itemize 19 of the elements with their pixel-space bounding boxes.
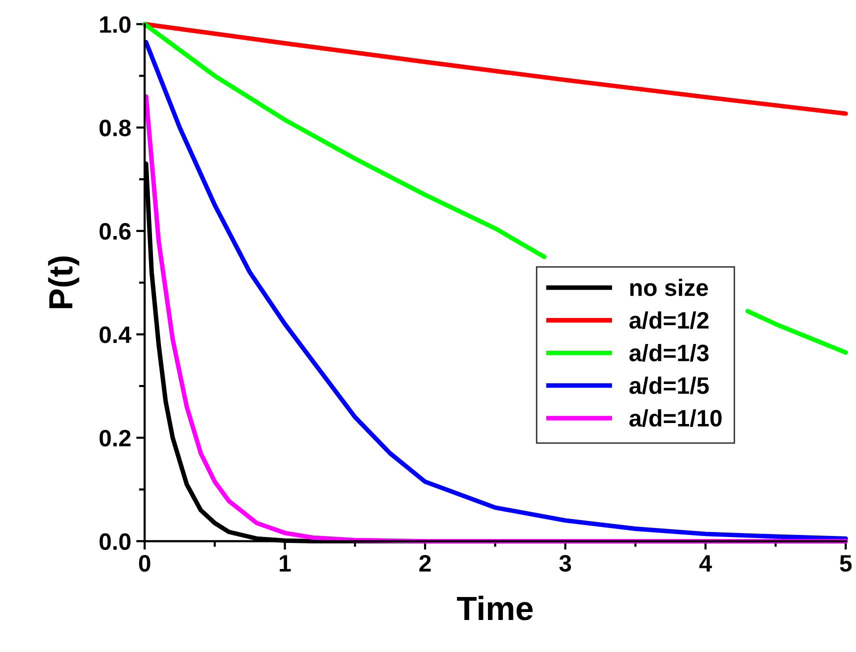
y-tick-label: 0.0 bbox=[100, 533, 131, 550]
legend-label: a/d=1/10 bbox=[629, 409, 722, 427]
x-tick-label: 2 bbox=[419, 554, 431, 572]
legend-label: no size bbox=[630, 278, 708, 296]
y-tick-label: 1.0 bbox=[100, 16, 131, 33]
y-tick-label: 0.2 bbox=[100, 430, 131, 447]
x-tick-label: 1 bbox=[280, 555, 291, 572]
x-tick-label: 0 bbox=[139, 554, 150, 572]
y-axis-title: P(t) bbox=[48, 256, 80, 308]
x-tick-label: 3 bbox=[559, 554, 572, 572]
x-axis-title: Time bbox=[456, 596, 533, 620]
y-tick-label: 0.6 bbox=[100, 223, 131, 240]
y-tick-label: 0.4 bbox=[100, 326, 132, 344]
legend-label: a/d=1/5 bbox=[629, 376, 709, 394]
y-tick-label: 0.8 bbox=[100, 120, 131, 136]
legend-label: a/d=1/2 bbox=[629, 311, 708, 329]
x-tick-label: 4 bbox=[699, 555, 712, 572]
legend-label: a/d=1/3 bbox=[629, 344, 709, 362]
x-tick-label: 5 bbox=[840, 555, 852, 572]
